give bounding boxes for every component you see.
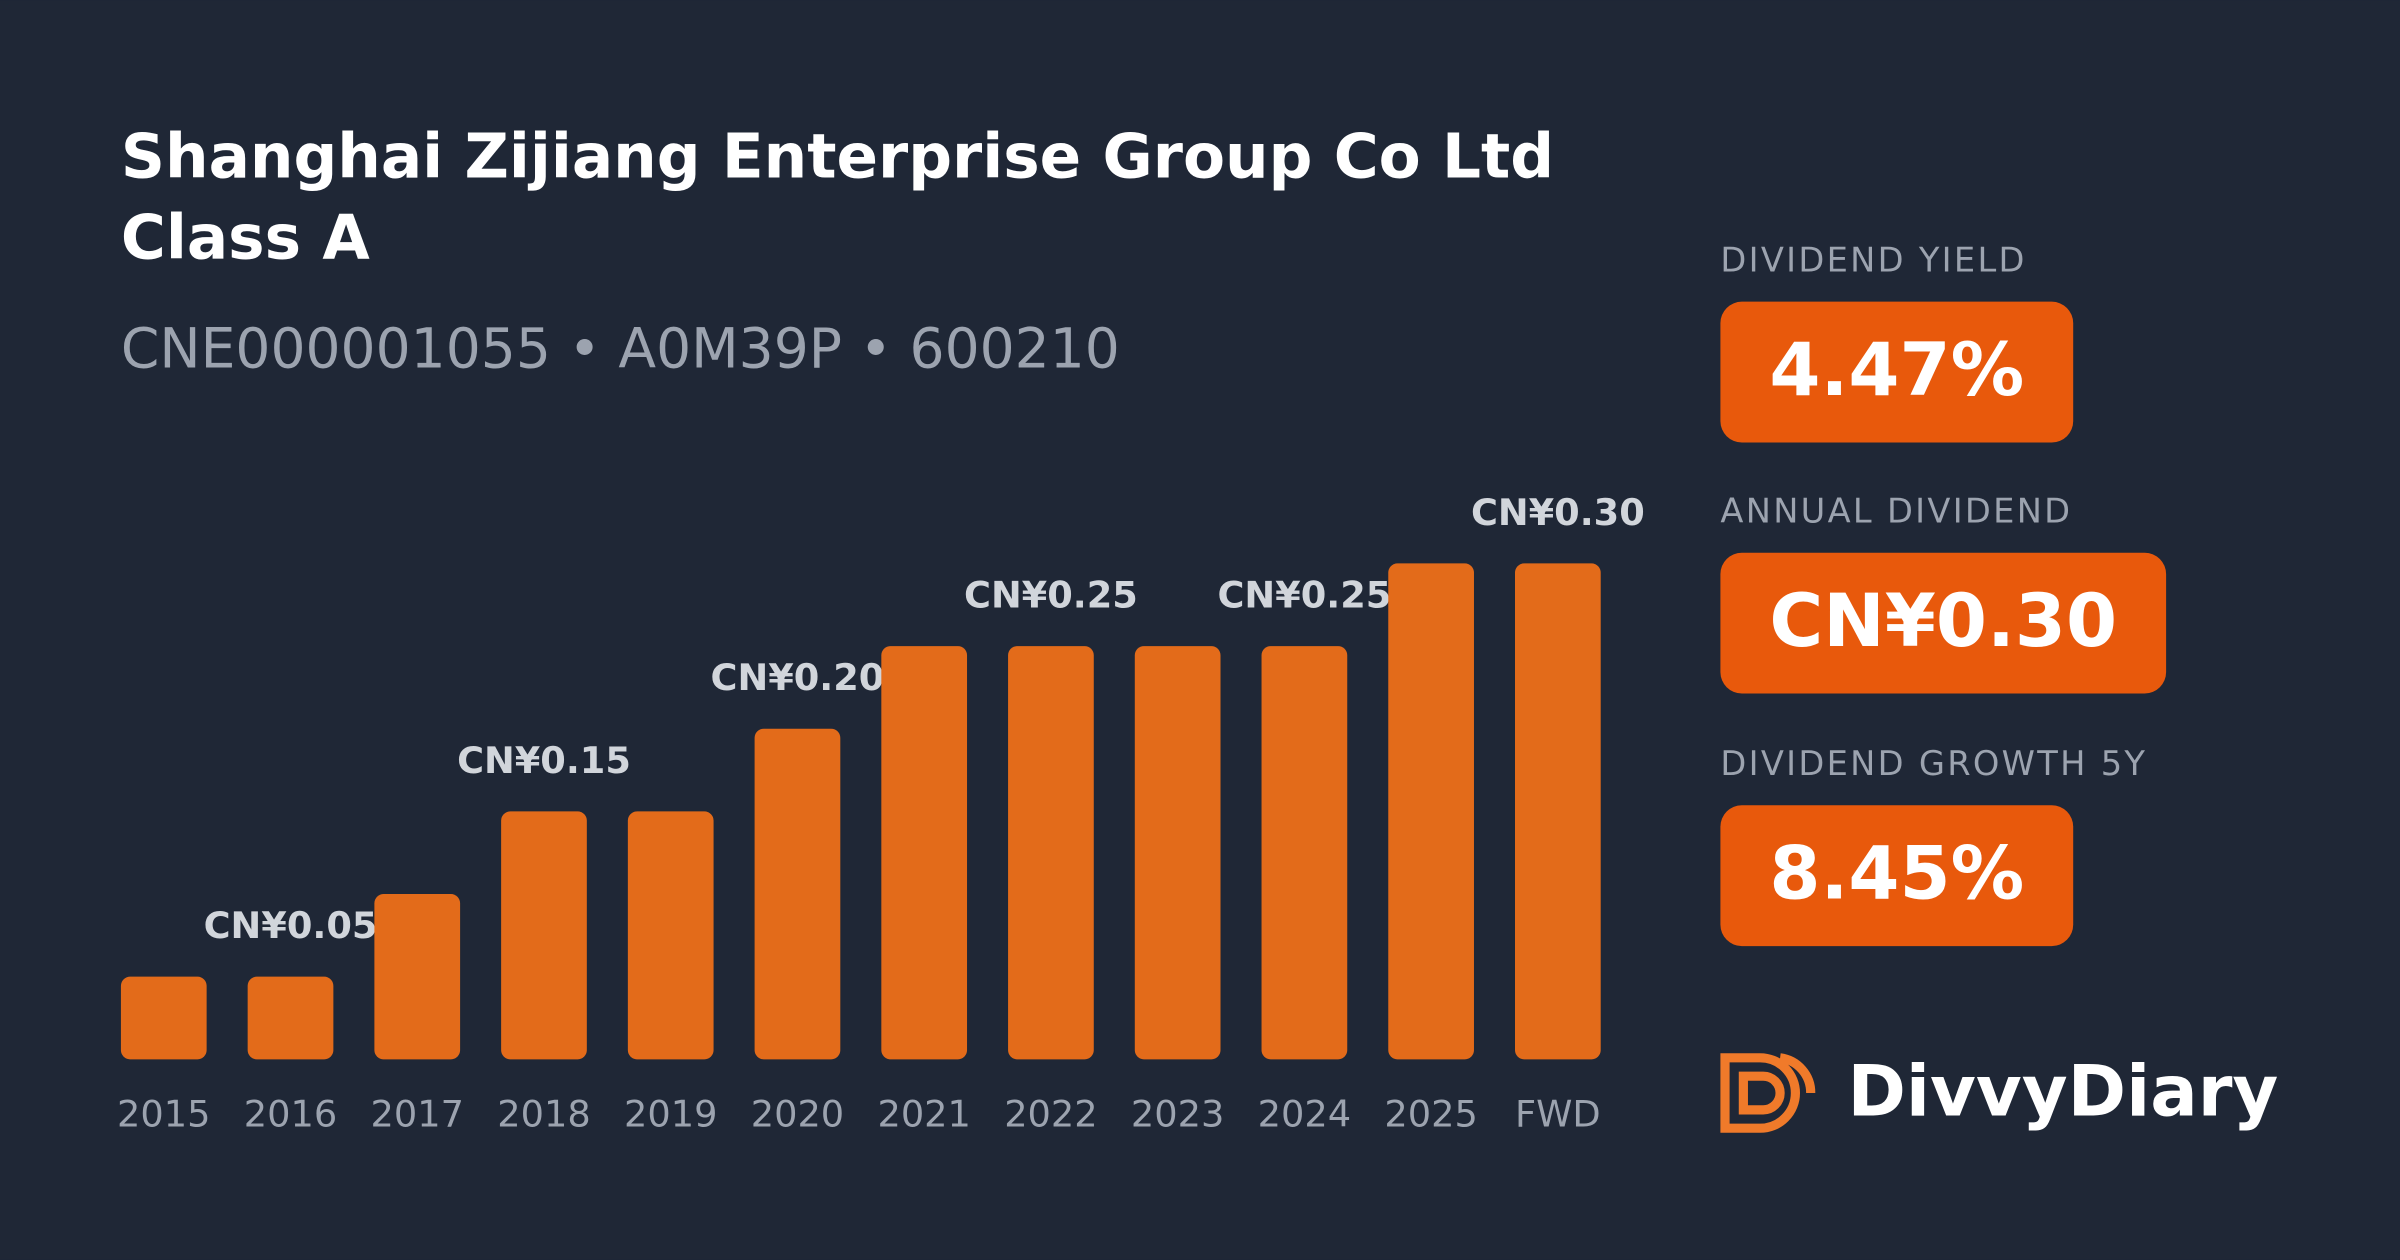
x-tick-label: FWD (1515, 1092, 1601, 1135)
stat-label: DIVIDEND GROWTH 5Y (1720, 744, 2147, 783)
x-tick-label: 2016 (244, 1092, 337, 1135)
stat-box (1720, 805, 2074, 947)
bar (501, 811, 587, 1060)
x-tick-label: 2025 (1384, 1092, 1477, 1135)
bar (627, 811, 714, 1060)
stat-value: 4.47% (1769, 328, 2024, 413)
x-tick-label: 2015 (117, 1092, 210, 1135)
bar (754, 728, 841, 1060)
title-line: Shanghai Zijiang Enterprise Group Co Ltd (121, 121, 1554, 192)
bar (1134, 646, 1221, 1060)
stat-box (1720, 552, 2167, 694)
identifiers: CNE000001055 • A0M39P • 600210 (121, 316, 1120, 380)
stat-value: 8.45% (1769, 832, 2024, 917)
bar (1515, 563, 1601, 1060)
bar (1008, 646, 1094, 1060)
x-tick-label: 2017 (371, 1092, 464, 1135)
logo-icon (1720, 1053, 1816, 1133)
stat-value: CN¥0.30 (1769, 579, 2117, 664)
x-tick-label: 2023 (1131, 1092, 1224, 1135)
brand: DivvyDiary (1847, 1051, 2278, 1133)
x-tick-label: 2022 (1004, 1092, 1097, 1135)
bar (881, 646, 968, 1060)
stat-label: DIVIDEND YIELD (1720, 240, 2026, 279)
bar (1261, 646, 1348, 1060)
x-tick-label: 2024 (1258, 1092, 1351, 1135)
stat-box (1720, 301, 2074, 443)
title-line: Class A (121, 203, 370, 274)
data-label: CN¥0.30 (1471, 491, 1645, 534)
data-label: CN¥0.25 (1217, 574, 1391, 617)
bar (120, 976, 207, 1060)
stat-label: ANNUAL DIVIDEND (1720, 491, 2072, 530)
data-label: CN¥0.20 (711, 656, 885, 699)
x-tick-label: 2021 (877, 1092, 970, 1135)
bar (247, 976, 334, 1060)
x-tick-label: 2018 (497, 1092, 590, 1135)
bar (374, 894, 461, 1060)
x-tick-label: 2019 (624, 1092, 717, 1135)
data-label: CN¥0.25 (964, 574, 1138, 617)
data-label: CN¥0.05 (204, 904, 378, 947)
data-label: CN¥0.15 (457, 739, 631, 782)
bar (1388, 563, 1474, 1060)
x-tick-label: 2020 (751, 1092, 844, 1135)
